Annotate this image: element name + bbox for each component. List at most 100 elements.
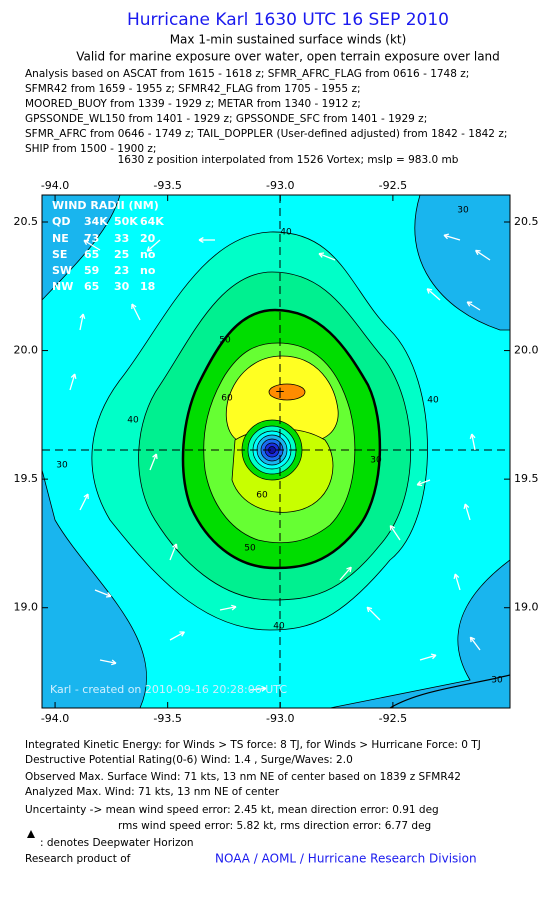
wind-arrow-head bbox=[349, 567, 352, 573]
wind-arrow bbox=[79, 313, 84, 331]
y-tick-label: 19.5 bbox=[514, 472, 539, 485]
wind-arrow-head bbox=[181, 631, 185, 637]
wind-arrow bbox=[464, 503, 471, 521]
contour-label: 40 bbox=[427, 396, 439, 406]
wind-arrow bbox=[366, 606, 381, 621]
coastline bbox=[389, 674, 510, 708]
wind-arrow-head bbox=[432, 654, 437, 660]
radii-cell: NW bbox=[52, 280, 73, 293]
title: Hurricane Karl 1630 UTC 16 SEP 2010 bbox=[127, 10, 449, 30]
wind-arrow bbox=[169, 543, 178, 561]
wind-arrow-head bbox=[82, 313, 86, 319]
wind-arrow-head bbox=[155, 453, 158, 460]
wind-arrow-head bbox=[107, 592, 112, 597]
wind-arrow-head bbox=[111, 659, 117, 664]
wind-arrow-head bbox=[261, 685, 267, 689]
radii-header: 64K bbox=[140, 215, 164, 228]
wind-arrow bbox=[339, 566, 352, 581]
y-tick-label: 19.5 bbox=[14, 472, 39, 485]
deepwater-icon bbox=[27, 830, 35, 838]
wind-arrow bbox=[99, 659, 117, 664]
radii-cell: 25 bbox=[114, 248, 129, 261]
wind-arrow-head bbox=[147, 249, 153, 252]
contour-label: 30 bbox=[370, 456, 382, 466]
wind-arrow bbox=[69, 373, 76, 391]
analysis-line: MOORED_BUOY from 1339 - 1929 z; METAR fr… bbox=[25, 98, 361, 110]
radii-cell: no bbox=[140, 248, 156, 261]
wind-arrow-head bbox=[470, 636, 476, 640]
radii-header: QD bbox=[52, 215, 70, 228]
footer-line: Analyzed Max. Wind: 71 kts, 13 nm NE of … bbox=[25, 786, 280, 798]
radii-cell: 20 bbox=[140, 232, 156, 245]
contour-label: 60 bbox=[256, 491, 268, 501]
legend-text: : denotes Deepwater Horizon bbox=[40, 837, 194, 849]
wind-arrow-head bbox=[261, 687, 267, 692]
y-tick-label: 20.0 bbox=[14, 344, 39, 357]
max-wind-marker: + bbox=[275, 385, 285, 399]
x-tick-label: -93.0 bbox=[266, 712, 294, 725]
contour-label: 40 bbox=[127, 416, 139, 426]
wind-arrow-head bbox=[172, 543, 177, 548]
wind-arrow bbox=[149, 453, 158, 471]
x-tick-label: -93.5 bbox=[153, 179, 181, 192]
wind-arrow-head bbox=[79, 313, 84, 319]
wind-arrow bbox=[454, 573, 461, 591]
wind-arrow bbox=[443, 234, 461, 241]
x-tick-label: -93.0 bbox=[266, 179, 294, 192]
contour-label: 30 bbox=[491, 676, 503, 686]
wind-arrow bbox=[249, 687, 267, 691]
wind-arrow-head bbox=[430, 653, 437, 656]
wind-arrow-head bbox=[346, 566, 352, 570]
wind-arrow bbox=[419, 654, 437, 661]
wind-arrow-head bbox=[105, 595, 112, 598]
analysis-line: SHIP from 1500 - 1900 z; bbox=[25, 143, 156, 155]
wind-arrow bbox=[426, 288, 441, 301]
wind-arrow-head bbox=[466, 301, 471, 307]
wind-arrow-head bbox=[111, 662, 117, 666]
wind-arrow-head bbox=[427, 288, 433, 291]
x-tick-label: -92.5 bbox=[379, 179, 407, 192]
footer-line: Integrated Kinetic Energy: for Winds > T… bbox=[25, 739, 481, 751]
y-tick-label: 20.5 bbox=[14, 215, 39, 228]
wind-arrow-head bbox=[471, 433, 476, 439]
x-tick-label: -94.0 bbox=[41, 712, 69, 725]
position-note: 1630 z position interpolated from 1526 V… bbox=[118, 154, 459, 166]
analysis-line: GPSSONDE_WL150 from 1401 - 1929 z; GPSSO… bbox=[25, 113, 427, 125]
wind-arrow bbox=[475, 249, 491, 261]
analysis-line: SFMR42 from 1659 - 1955 z; SFMR42_FLAG f… bbox=[25, 83, 361, 95]
radii-cell: 30 bbox=[114, 280, 130, 293]
wind-arrow bbox=[219, 606, 237, 611]
wind-arrow bbox=[79, 493, 89, 511]
radii-cell: 73 bbox=[84, 232, 99, 245]
contour-label: 40 bbox=[280, 228, 292, 238]
eye bbox=[241, 419, 303, 481]
wind-arrow-head bbox=[146, 246, 150, 252]
organization: NOAA / AOML / Hurricane Research Divisio… bbox=[215, 852, 477, 866]
wind-arrow-head bbox=[469, 433, 473, 439]
wind-arrow bbox=[318, 252, 336, 261]
wind-arrow-head bbox=[152, 453, 157, 458]
radii-header: 34K bbox=[84, 215, 108, 228]
radii-cell: 18 bbox=[140, 280, 155, 293]
wind-arrow-head bbox=[367, 606, 373, 610]
wind-arrow-head bbox=[417, 484, 423, 487]
footer-line: Uncertainty -> mean wind speed error: 2.… bbox=[25, 804, 439, 816]
wind-arrow-head bbox=[198, 239, 204, 243]
wind-arrow bbox=[469, 636, 481, 651]
wind-arrow-head bbox=[318, 253, 323, 258]
wind-arrow-head bbox=[70, 373, 76, 378]
wind-arrow-head bbox=[426, 288, 430, 294]
wind-arrow-head bbox=[231, 604, 237, 608]
analysis-line: Analysis based on ASCAT from 1615 - 1618… bbox=[25, 68, 469, 80]
x-tick-label: -92.5 bbox=[379, 712, 407, 725]
y-tick-label: 19.0 bbox=[514, 601, 539, 614]
wind-arrow-head bbox=[475, 250, 479, 256]
x-tick-label: -94.0 bbox=[41, 179, 69, 192]
wind-arrow bbox=[169, 631, 185, 641]
credit: Karl - created on 2010-09-16 20:28:06 UT… bbox=[50, 683, 287, 696]
wind-arrow-head bbox=[83, 240, 88, 246]
y-tick-label: 19.0 bbox=[14, 601, 39, 614]
footer-line: Observed Max. Surface Wind: 71 kts, 13 n… bbox=[25, 771, 461, 783]
radii-cell: SW bbox=[52, 264, 72, 277]
